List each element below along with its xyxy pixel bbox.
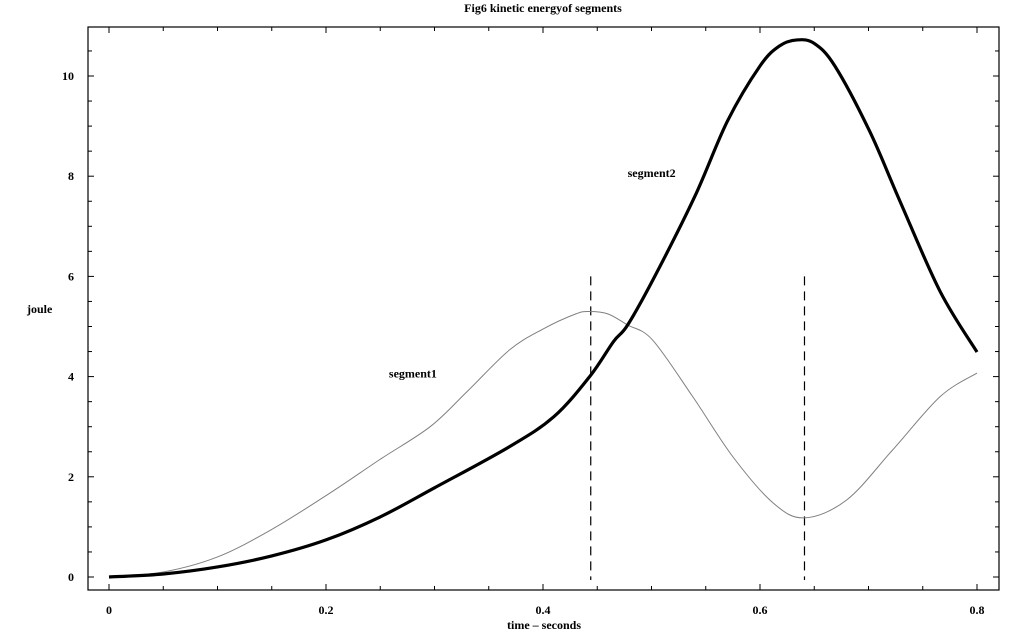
data-series	[108, 38, 979, 579]
x-tick-label: 0.8	[970, 603, 985, 617]
y-axis-label: joule	[26, 302, 53, 316]
segment1-label: segment1	[389, 367, 437, 381]
axis-tick-labels: 0 0.2 0.4 0.6 0.8 0 2 4 6 8 10	[62, 69, 985, 617]
y-tick-label: 8	[68, 169, 74, 183]
segment1-line	[108, 310, 978, 578]
segment2-label: segment2	[628, 166, 676, 180]
plot-frame	[87, 26, 1000, 591]
series-labels: segment1 segment2	[389, 166, 676, 380]
y-tick-label: 6	[68, 269, 74, 283]
x-tick-label: 0	[106, 603, 112, 617]
x-axis-label: time – seconds	[507, 618, 581, 632]
y-tick-label: 10	[62, 69, 74, 83]
segment2-line	[108, 38, 979, 579]
chart-title: Fig6 kinetic energyof segments	[464, 1, 622, 15]
axis-ticks	[88, 27, 999, 590]
x-tick-label: 0.2	[319, 603, 334, 617]
y-tick-label: 0	[68, 570, 74, 584]
x-tick-label: 0.4	[536, 603, 551, 617]
y-tick-label: 4	[68, 370, 74, 384]
y-tick-label: 2	[68, 470, 74, 484]
dashed-reference-lines	[590, 276, 806, 580]
x-tick-label: 0.6	[753, 603, 768, 617]
